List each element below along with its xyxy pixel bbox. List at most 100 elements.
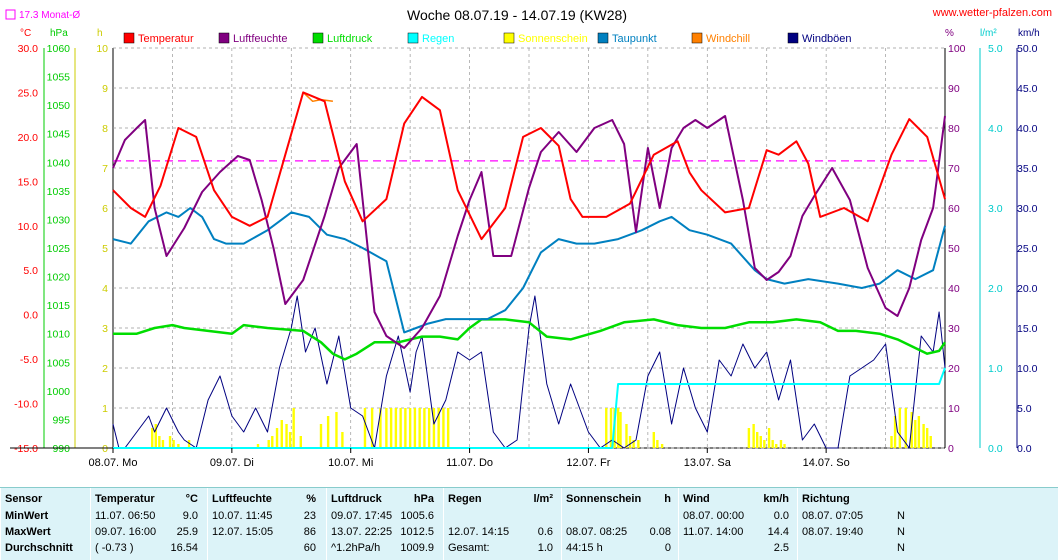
legend-swatch bbox=[123, 32, 135, 44]
wind-tick-label: 45.0 bbox=[1017, 83, 1038, 95]
sunshine-bar bbox=[656, 440, 659, 448]
wind-tick-label: 5.0 bbox=[1017, 403, 1032, 415]
sun-tick-label: 8 bbox=[102, 123, 108, 135]
stats-cell: 08.07. 19:40 bbox=[802, 526, 864, 538]
sunshine-bar bbox=[756, 432, 759, 448]
stats-cell: 12.07. 15:05 bbox=[212, 526, 274, 538]
sunshine-bar bbox=[775, 444, 778, 448]
sunshine-bar bbox=[893, 416, 897, 448]
sunshine-bar bbox=[783, 444, 786, 448]
rain-tick-label: 0.0 bbox=[988, 443, 1003, 455]
sunshine-bar bbox=[292, 408, 295, 448]
wind-tick-label: 10.0 bbox=[1017, 363, 1038, 375]
sunshine-bar bbox=[759, 436, 762, 448]
stats-column bbox=[678, 488, 798, 560]
wind-tick-label: 25.0 bbox=[1017, 243, 1038, 255]
stats-column bbox=[207, 488, 327, 560]
site-link[interactable]: www.wetter-pfalzen.com bbox=[932, 7, 1052, 19]
stats-cell: 1.0 bbox=[537, 542, 553, 554]
sunshine-bar bbox=[625, 424, 628, 448]
month-avg-swatch bbox=[5, 9, 16, 20]
humidity-tick-label: 20 bbox=[948, 363, 960, 375]
sunshine-bar bbox=[925, 428, 929, 448]
sunshine-bar bbox=[363, 408, 367, 448]
stats-column bbox=[326, 488, 444, 560]
stats-cell: Luftfeuchte bbox=[212, 493, 272, 505]
sunshine-bar bbox=[922, 424, 925, 448]
stats-cell: ^1.2hPa/h bbox=[331, 542, 381, 554]
stats-cell: 1012.5 bbox=[400, 526, 434, 538]
sunshine-bar bbox=[172, 440, 175, 448]
humidity-tick-label: 50 bbox=[948, 243, 960, 255]
sunshine-bar bbox=[394, 408, 398, 448]
stats-cell: km/h bbox=[763, 493, 789, 505]
sun-tick-label: 0 bbox=[102, 443, 108, 455]
sunshine-bar bbox=[299, 436, 302, 448]
sun-tick-label: 7 bbox=[102, 163, 108, 175]
pressure-tick-label: 1045 bbox=[47, 129, 71, 141]
stats-cell: Sensor bbox=[5, 493, 43, 505]
stats-cell: 2.5 bbox=[773, 542, 789, 554]
temp-tick-label: 0.0 bbox=[23, 310, 38, 322]
stats-cell: ( -0.73 ) bbox=[95, 542, 134, 554]
stats-cell: 16.54 bbox=[170, 542, 198, 554]
sunshine-bar bbox=[158, 436, 161, 448]
legend-label: Temperatur bbox=[138, 33, 194, 45]
stats-cell: 86 bbox=[303, 526, 316, 538]
series-line-temperatur bbox=[112, 91, 946, 241]
stats-cell: N bbox=[897, 526, 905, 538]
x-axis-labels: 08.07. Mo 09.07. Di 10.07. Mi 11.07. Do 12.0… bbox=[89, 448, 850, 469]
sunshine-bar bbox=[168, 436, 172, 448]
stats-cell: 0 bbox=[664, 542, 671, 554]
legend-swatch bbox=[503, 32, 515, 44]
humidity-unit: % bbox=[945, 28, 954, 39]
stats-cell: 1009.9 bbox=[400, 542, 434, 554]
pressure-tick-label: 1030 bbox=[47, 214, 71, 226]
sunshine-bar bbox=[660, 444, 664, 448]
sunshine-bar bbox=[609, 408, 613, 448]
pressure-tick-label: 1005 bbox=[47, 357, 71, 369]
stats-cell: 25.9 bbox=[176, 526, 198, 538]
wind-unit: km/h bbox=[1018, 28, 1040, 39]
sunshine-bar bbox=[285, 424, 288, 448]
pressure-unit: hPa bbox=[50, 28, 68, 39]
stats-cell: h bbox=[664, 493, 671, 505]
rain-tick-label: 4.0 bbox=[988, 123, 1003, 135]
pressure-tick-label: 1040 bbox=[47, 157, 71, 169]
stats-cell: N bbox=[897, 542, 905, 554]
stats-cell: 12.07. 14:15 bbox=[448, 526, 510, 538]
sunshine-bar bbox=[161, 440, 165, 448]
pressure-tick-label: 995 bbox=[52, 414, 70, 426]
temp-tick-label: 25.0 bbox=[18, 87, 39, 99]
sunshine-bar bbox=[427, 408, 431, 448]
sunshine-bar bbox=[404, 408, 407, 448]
sunshine-bar bbox=[904, 408, 907, 448]
sunshine-bar bbox=[271, 436, 274, 448]
sunshine-bar bbox=[275, 428, 279, 448]
wind-tick-label: 30.0 bbox=[1017, 203, 1038, 215]
sunshine-bar bbox=[341, 432, 344, 448]
sunshine-bar bbox=[917, 416, 921, 448]
sunshine-bar bbox=[399, 408, 402, 448]
stats-cell: N bbox=[897, 510, 905, 522]
stats-cell: 1005.6 bbox=[400, 510, 434, 522]
stats-cell: Luftdruck bbox=[331, 493, 382, 505]
x-tick-label: 13.07. Sa bbox=[684, 457, 732, 469]
sunshine-bar bbox=[256, 444, 260, 448]
x-tick-label: 14.07. So bbox=[803, 457, 850, 469]
x-tick-label: 08.07. Mo bbox=[89, 457, 138, 469]
sunshine-bar bbox=[914, 420, 917, 448]
chart-title: Woche 08.07.19 - 14.07.19 (KW28) bbox=[407, 7, 627, 23]
stats-cell: 13.07. 22:25 bbox=[331, 526, 393, 538]
pressure-tick-label: 1035 bbox=[47, 186, 71, 198]
sunshine-bar bbox=[616, 408, 620, 448]
x-tick-label: 09.07. Di bbox=[210, 457, 254, 469]
sunshine-bar bbox=[446, 408, 450, 448]
stats-cell: 44:15 h bbox=[566, 542, 603, 554]
sun-tick-label: 3 bbox=[102, 323, 108, 335]
sunshine-bar bbox=[890, 436, 893, 448]
sunshine-bar bbox=[319, 424, 323, 448]
temp-tick-label: 15.0 bbox=[18, 176, 39, 188]
sunshine-bar bbox=[413, 408, 417, 448]
sunshine-bar bbox=[632, 440, 635, 448]
